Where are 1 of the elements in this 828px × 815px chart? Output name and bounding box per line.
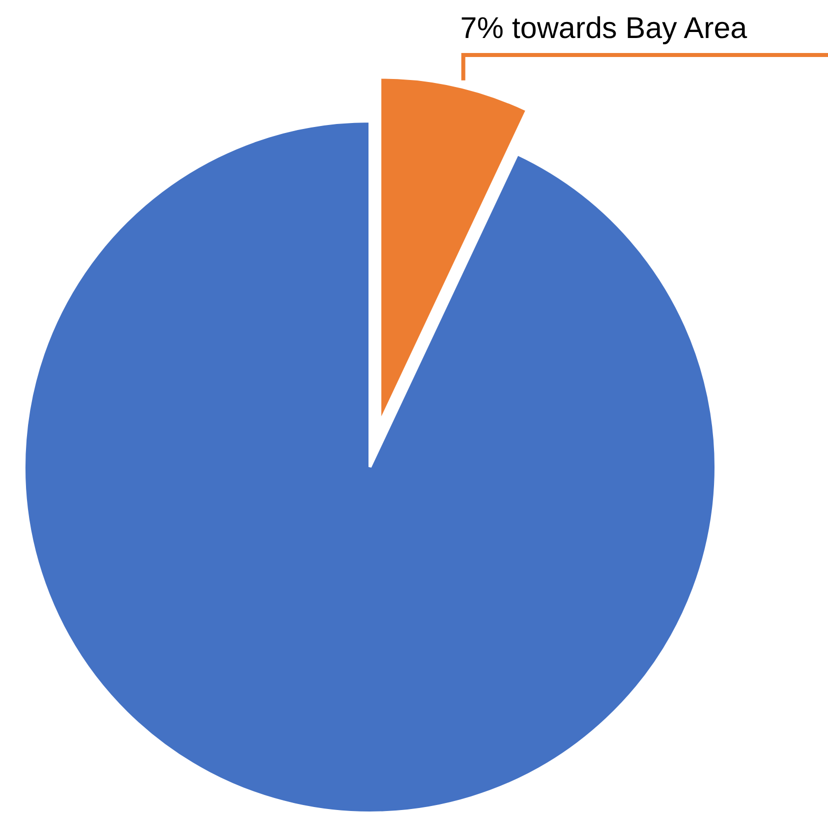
data-label: 7% towards Bay Area (460, 12, 748, 45)
